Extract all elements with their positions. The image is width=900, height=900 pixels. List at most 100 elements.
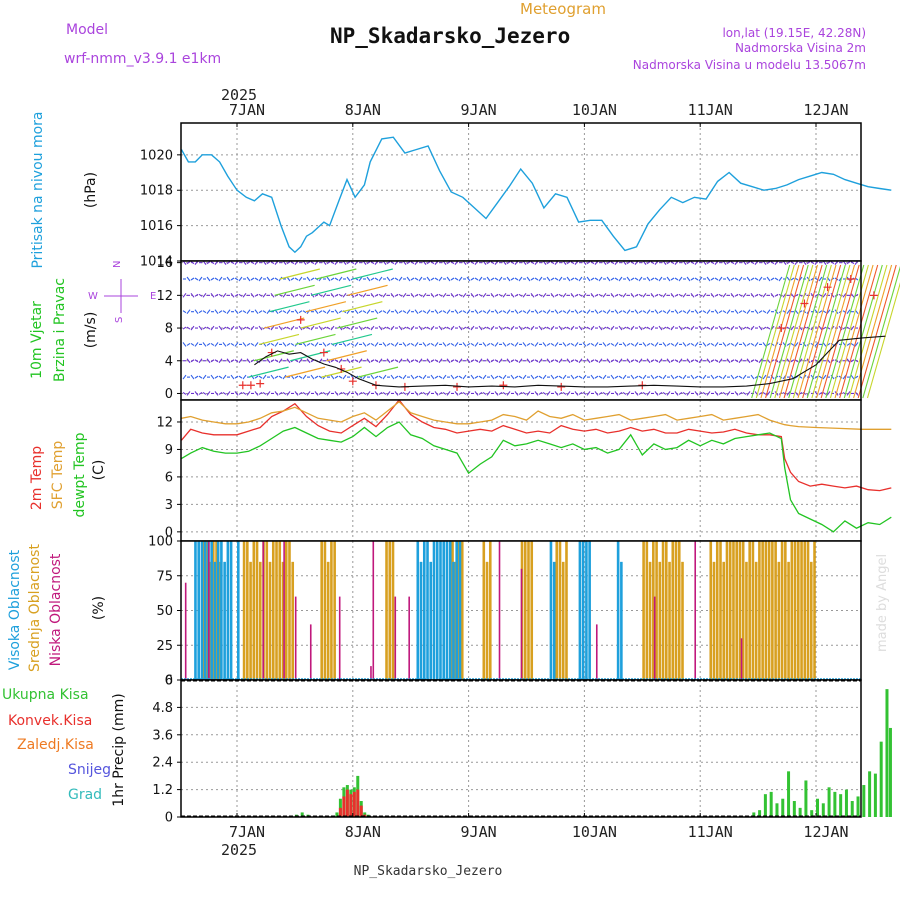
wind-barb [382, 326, 387, 330]
wind-barb [558, 392, 563, 395]
wind-barb [546, 276, 551, 282]
wind-barb [294, 391, 299, 396]
coords: lon,lat (19.15E, 42.28N) [722, 26, 866, 40]
wind-barb [406, 276, 411, 282]
wind-barb [446, 309, 451, 315]
wind-barb [410, 325, 415, 331]
wind-barb-strong [760, 264, 800, 399]
wind-barb [510, 359, 515, 363]
wind-barb [230, 342, 235, 346]
cloud-bar-high [220, 541, 223, 680]
wind-barb [366, 342, 371, 346]
wind-barb [550, 374, 555, 380]
precip-bar [356, 789, 360, 817]
wind-barb [298, 325, 303, 331]
wind-barb [506, 261, 511, 265]
wind-barb [590, 325, 595, 331]
wind-barb [362, 392, 367, 395]
panel-bg [181, 680, 861, 817]
wind-barb [238, 325, 243, 331]
wind-barb [662, 293, 667, 298]
wind-barb [474, 342, 479, 347]
wind-barb [674, 277, 679, 281]
wind-barb [766, 391, 771, 396]
precip-label-snow: Snijeg [68, 762, 111, 778]
wind-barb [542, 374, 547, 380]
wind-barb [482, 342, 487, 347]
wind-barb [458, 358, 463, 364]
wind-barb [506, 276, 511, 282]
wind-barb [738, 276, 743, 282]
wind-barb [206, 276, 211, 282]
wind-barb [258, 310, 263, 314]
wind-barb [274, 375, 279, 379]
wind-barb [322, 310, 327, 314]
wind-barb [250, 277, 255, 281]
wind-barb [306, 391, 311, 396]
wind-barb [466, 391, 471, 396]
wind-barb [538, 293, 543, 297]
wind-barb [210, 342, 215, 346]
cloud-bar-mid [265, 541, 269, 680]
cloud-bar-mid [555, 541, 559, 680]
wind-barb [638, 276, 643, 282]
wind-barb [626, 326, 631, 330]
wind-barb [726, 276, 731, 282]
wind-barb [394, 359, 399, 363]
wind-barb [618, 358, 623, 364]
wind-barb-strong [802, 264, 842, 399]
wind-barb [526, 309, 531, 315]
wind-barb [198, 310, 203, 314]
wind-barb [538, 276, 543, 282]
cloud-bar-mid [738, 541, 742, 680]
wind-barb [426, 276, 431, 282]
wind-barb [618, 392, 623, 395]
wind-barb [230, 359, 235, 363]
wind-barb [598, 325, 603, 331]
wind-barb [418, 276, 423, 282]
wind-barb [458, 293, 463, 297]
wind-barb [614, 375, 619, 379]
cloud-bar-low [283, 541, 285, 680]
wind-barb [718, 276, 723, 282]
precip-bar [850, 801, 854, 817]
cloud-bar-mid [271, 541, 275, 680]
wind-barb [298, 276, 303, 282]
cloud-bar-mid [460, 541, 464, 680]
wind-barb [498, 392, 503, 395]
wind-barb [398, 375, 403, 379]
wind-barb [442, 310, 447, 314]
wind-barb [338, 325, 343, 331]
wind-barb [526, 342, 531, 346]
wind-barb [478, 375, 483, 379]
panel-temperature: 0 3 6 9 12 [156, 398, 892, 542]
wind-barb [466, 342, 471, 346]
wind-barb [778, 276, 783, 282]
wind-barb [414, 293, 419, 297]
wind-barb [322, 342, 327, 347]
wind-barb [306, 326, 311, 330]
wind-barb [430, 359, 435, 363]
wind-barb [458, 375, 463, 379]
cloud-bar-mid [681, 561, 684, 680]
wind-barb [630, 359, 635, 363]
wind-barb [542, 293, 547, 298]
cloud-bar-mid [735, 541, 739, 680]
wind-barb [658, 392, 663, 395]
wind-barb [354, 309, 359, 315]
time-label-bottom: 10JAN [572, 823, 617, 841]
wind-barb [234, 309, 239, 315]
y-tick-label: 9 [165, 443, 173, 458]
wind-barb [766, 342, 771, 346]
wind-barb [450, 374, 455, 380]
wind-barb [402, 374, 407, 380]
wind-barb [694, 375, 699, 379]
wind-barb [630, 325, 635, 331]
wind-barb [370, 261, 375, 265]
wind-barb [682, 293, 687, 298]
precip-bar [833, 791, 837, 817]
cloud-bar-high [442, 541, 446, 680]
wind-barb [226, 309, 231, 315]
wind-barb [450, 261, 455, 265]
